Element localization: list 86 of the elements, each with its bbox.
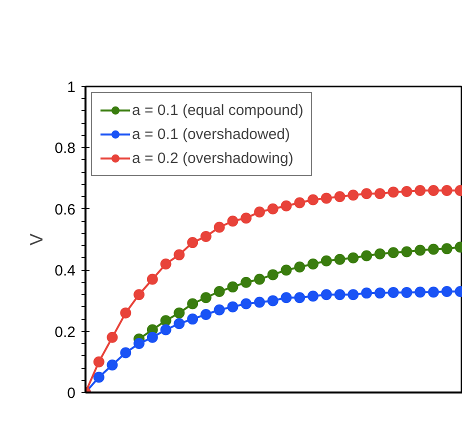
point [267, 269, 278, 280]
point [401, 246, 412, 258]
point [388, 247, 399, 258]
point [414, 244, 426, 256]
point [361, 188, 372, 200]
point [267, 295, 278, 306]
point [428, 286, 439, 298]
point [334, 254, 346, 265]
point [414, 286, 426, 298]
point [388, 186, 399, 198]
point [174, 249, 185, 260]
point [240, 276, 252, 288]
point [334, 289, 346, 300]
point [227, 301, 238, 312]
point [308, 258, 319, 270]
point [200, 230, 212, 242]
point [93, 356, 104, 368]
point [388, 286, 399, 298]
point [320, 255, 332, 266]
legend-label: a = 0.2 (overshadowing) [132, 149, 294, 167]
point [308, 194, 319, 206]
point [254, 206, 265, 218]
point [146, 274, 158, 285]
point [187, 298, 198, 310]
point [120, 347, 132, 358]
point [106, 332, 118, 343]
point [240, 298, 252, 310]
point [267, 203, 278, 214]
point [428, 185, 439, 196]
legend-label: a = 0.1 (overshadowed) [132, 125, 290, 143]
point [334, 191, 346, 202]
point [294, 262, 306, 273]
point [428, 244, 439, 255]
point [106, 359, 118, 370]
point [254, 296, 265, 308]
point [200, 308, 212, 320]
point [174, 307, 185, 318]
point [120, 307, 132, 318]
point [160, 324, 172, 336]
point [134, 338, 145, 350]
point [174, 318, 185, 330]
point [280, 200, 292, 212]
point [227, 281, 238, 292]
point [320, 289, 332, 300]
point [414, 185, 426, 196]
point [374, 248, 386, 260]
point [441, 243, 452, 254]
point [348, 252, 359, 264]
y-tick-label: 1 [67, 79, 76, 96]
point [374, 188, 386, 200]
y-tick-label: 0.6 [54, 201, 76, 218]
point [93, 372, 104, 383]
y-tick-label: 0 [67, 385, 76, 402]
point [348, 289, 359, 300]
point [361, 288, 372, 299]
point [187, 237, 198, 248]
point [240, 212, 252, 224]
point [160, 258, 172, 270]
point [146, 332, 158, 343]
point [374, 288, 386, 299]
point [187, 314, 198, 325]
point [227, 216, 238, 227]
point [441, 286, 452, 298]
point [134, 289, 145, 300]
point [254, 274, 265, 285]
point [401, 186, 412, 197]
point [294, 197, 306, 208]
point [401, 286, 412, 298]
point [160, 315, 172, 326]
legend-label: a = 0.1 (equal compound) [132, 101, 304, 119]
point [320, 192, 332, 204]
y-tick-label: 0.2 [54, 324, 76, 341]
point [280, 292, 292, 304]
point [280, 264, 292, 276]
point [361, 250, 372, 262]
y-axis-title: V [26, 233, 47, 246]
y-tick-label: 0.4 [54, 262, 76, 280]
point [214, 222, 225, 233]
point [348, 190, 359, 201]
point [441, 185, 452, 196]
point [214, 286, 225, 298]
point [294, 292, 306, 304]
point [214, 304, 225, 316]
point [308, 290, 319, 302]
point [200, 292, 212, 304]
y-tick-label: 0.8 [54, 140, 76, 158]
